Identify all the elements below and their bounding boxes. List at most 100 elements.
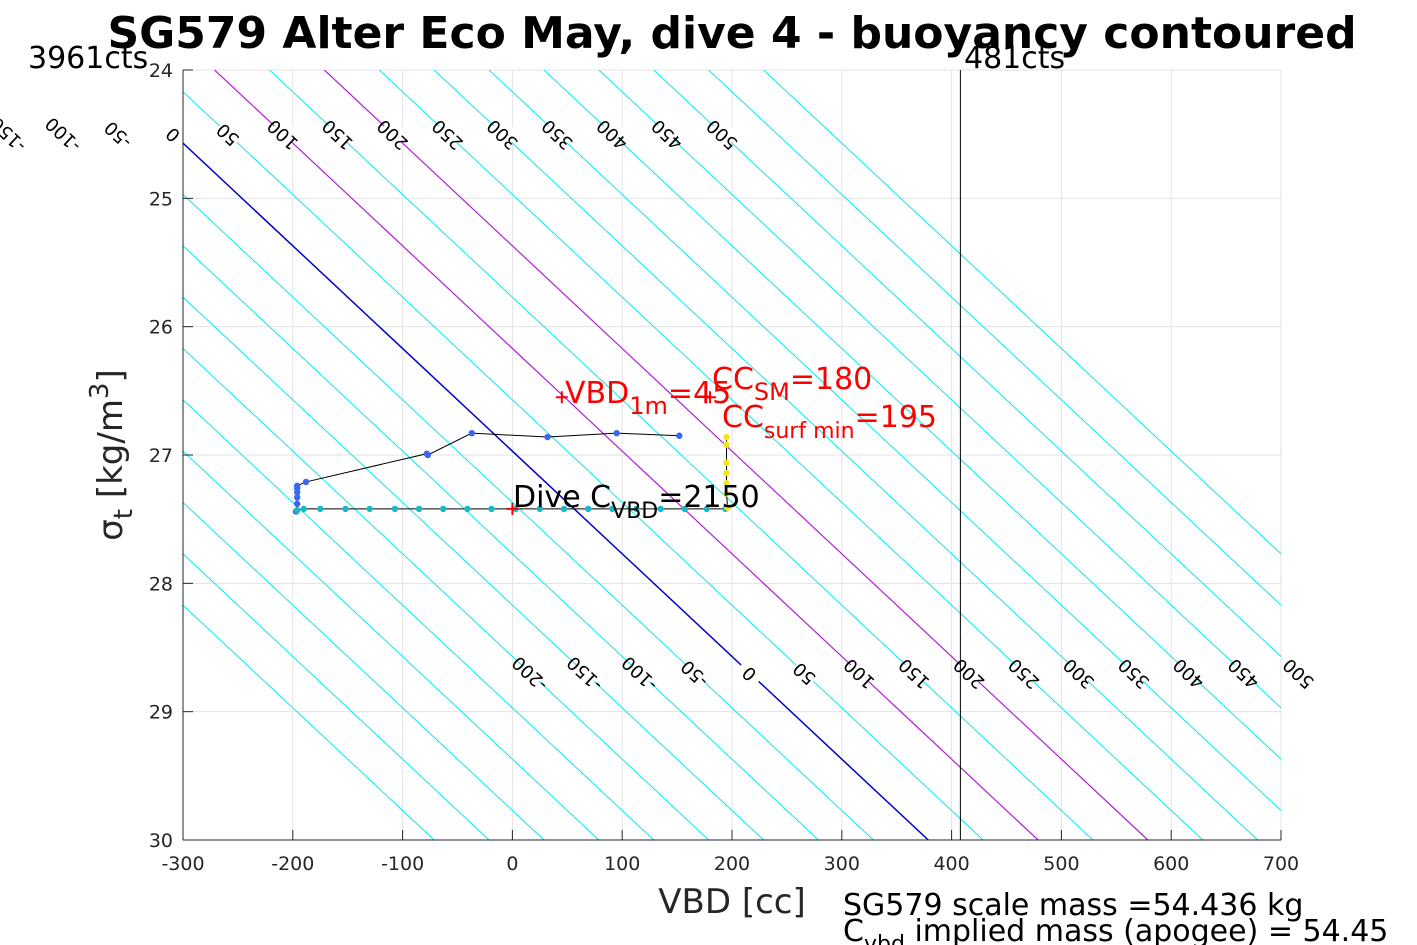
contour-label-top-bg-17: [650, 117, 685, 152]
series-2-point-0: [723, 433, 730, 441]
contour-line--200: [183, 347, 710, 840]
series-line-1: [297, 508, 726, 511]
y-tick-label-1: 25: [149, 188, 173, 210]
contour-label-bottom-bg-2: [623, 656, 658, 691]
contour-line--250: [183, 399, 655, 840]
contour-label-top-bg-7: [101, 117, 136, 152]
x-tick-label-9: 600: [1153, 853, 1189, 875]
x-tick-label-5: 200: [714, 853, 750, 875]
contour-line-100: [214, 70, 1039, 840]
x-tick-label-8: 500: [1043, 853, 1079, 875]
right-limit-label: 481cts: [964, 41, 1065, 76]
contour-label-top-7: -50: [101, 116, 137, 151]
series-1-point-15: [633, 505, 640, 513]
contour-label-top-5: -150: [0, 113, 31, 156]
series-1-point-8: [464, 505, 471, 513]
contour-line-500: [653, 70, 1281, 658]
contour-line-250: [378, 70, 1204, 840]
y-tick-label-5: 29: [149, 702, 173, 724]
contour-line-300: [433, 70, 1259, 840]
series-2-point-2: [723, 459, 730, 466]
series-1-point-7: [440, 505, 447, 513]
x-tick-label-10: 700: [1263, 853, 1299, 875]
series-0-point-11: [613, 429, 620, 437]
contour-line-0: [183, 142, 929, 840]
contour-line--400: [183, 553, 490, 840]
annotation-vbd1m: VBD1m=45: [565, 376, 731, 420]
contour-label-bottom-bg-0: [513, 656, 548, 691]
contour-label-bottom-bg-8: [952, 656, 987, 691]
marker-0: [555, 391, 568, 404]
contour-label-top-bg-11: [321, 117, 356, 152]
y-axis-label: σt [kg/m3]: [85, 369, 139, 541]
series-2-point-1: [723, 441, 730, 448]
series-1-point-0: [293, 506, 301, 514]
contour-line--150: [183, 296, 764, 840]
series-1-point-3: [342, 505, 349, 513]
footer-scale-mass: SG579 scale mass =54.436 kg: [843, 888, 1303, 923]
contour-label-top-bg-5: [0, 117, 26, 152]
series-1-point-17: [681, 505, 688, 513]
annotation-divec: Dive CVBD=2150: [513, 480, 760, 524]
contour-label-bottom-bg-13: [1226, 656, 1261, 691]
annotation-ccsm: CCSM=180: [712, 362, 872, 406]
contour-label-bottom-bg-7: [897, 656, 932, 691]
contour-label-bottom-bg-3: [677, 656, 712, 691]
contour-label-top-bg-13: [430, 117, 465, 152]
contour-label-top-bg-12: [376, 117, 410, 152]
contour-line-150: [269, 70, 1094, 840]
grid: [182, 69, 1282, 841]
y-tick-label-2: 26: [149, 317, 173, 339]
x-tick-label-4: 100: [604, 853, 640, 875]
series-1-point-4: [366, 505, 373, 513]
contour-line-200: [323, 70, 1149, 840]
series-1-point-11: [536, 505, 544, 513]
x-tick-label-7: 400: [933, 853, 969, 875]
contour-label-top-bg-8: [156, 117, 191, 152]
series-0-point-12: [676, 432, 683, 439]
series-2-point-4: [723, 480, 730, 487]
series-0-point-2: [293, 494, 301, 501]
contour-label-top-bg-10: [266, 117, 301, 152]
contour-label-top-bg-6: [46, 117, 81, 152]
markers-group: [506, 391, 717, 515]
contour-label-bottom-bg-5: [787, 656, 822, 691]
contour-label-bottom-bg-11: [1117, 656, 1152, 691]
footer-implied-mass: Cvbd implied mass (apogee) = 54.45: [843, 914, 1388, 945]
x-tick-label-3: 0: [506, 853, 518, 875]
contour-line-400: [543, 70, 1281, 760]
y-tick-label-4: 28: [149, 573, 173, 595]
series-0-point-6: [302, 478, 310, 486]
series-1-point-16: [657, 505, 664, 513]
tick-labels: -300 -200 -100 0 100 200 300 400 500 600 700 24 25 26…: [149, 60, 1299, 875]
contour-line-50: [183, 91, 984, 840]
series-1-point-1: [300, 505, 307, 513]
series-1-point-14: [609, 505, 616, 513]
contour-label-bottom-bg-1: [568, 656, 603, 691]
contour-label-top-bg-16: [595, 117, 630, 152]
contour-label-top-bg-14: [485, 117, 520, 152]
y-tick-label-3: 27: [149, 445, 173, 467]
y-tick-label-6: 30: [149, 830, 173, 852]
x-tick-label-6: 300: [824, 853, 860, 875]
contour-line-600: [763, 70, 1281, 555]
marker-2: [506, 502, 519, 515]
series-1-point-2: [317, 505, 324, 513]
x-tick-label-0: -300: [161, 853, 204, 875]
left-limit-label: 3961cts: [28, 41, 148, 76]
series-1-point-9: [488, 505, 495, 513]
contour-label-bottom-bg-12: [1172, 656, 1207, 691]
marker-1: [704, 391, 717, 404]
x-tick-label-2: -100: [381, 853, 424, 875]
contour-label-top-bg-18: [705, 117, 740, 152]
contour-label-bottom-bg-4: [732, 656, 767, 691]
contour-line--350: [183, 501, 545, 840]
series-1-point-6: [415, 505, 423, 513]
series-1-point-13: [584, 505, 592, 513]
series-0-point-5: [293, 482, 301, 489]
series-2-point-5: [723, 490, 730, 497]
contour-lines: [183, 70, 1281, 840]
series-2-point-6: [724, 504, 731, 511]
axes: [182, 69, 1282, 841]
